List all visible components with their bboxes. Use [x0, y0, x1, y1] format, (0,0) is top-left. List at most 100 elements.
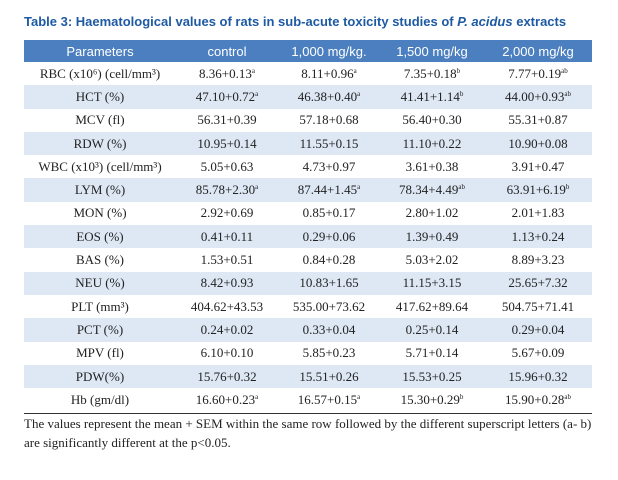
parameter-cell: BAS (%) — [75, 252, 125, 268]
parameter-cell: RDW (%) — [73, 135, 127, 151]
value-text: 16.57+0.15 — [297, 391, 358, 407]
value-text: 47.10+0.72 — [195, 88, 256, 104]
value-text: 10.90+0.08 — [508, 135, 568, 151]
value-cell: 15.76+0.32 — [176, 365, 278, 388]
value-text: 7.77+0.19 — [508, 65, 562, 81]
significance-superscript: a — [255, 392, 259, 401]
value-text: 8.11+0.96 — [301, 65, 354, 81]
table-row: WBC (x10³) (cell/mm³) 5.05+0.63 4.73+0.97 3… — [24, 155, 592, 178]
value-cell: 5.05+0.63 — [176, 155, 278, 178]
value-cell: 4.73+0.97 — [278, 155, 380, 178]
value-cell: 63.91+6.19b — [484, 178, 592, 201]
parameter-cell: HCT (%) — [75, 88, 125, 104]
value-text: 0.85+0.17 — [302, 205, 356, 221]
value-text: 2.01+1.83 — [511, 205, 565, 221]
value-cell: 11.55+0.15 — [278, 132, 380, 155]
significance-superscript: ab — [564, 89, 571, 98]
value-text: 417.62+89.64 — [395, 298, 469, 314]
value-text: 87.44+1.45 — [297, 182, 358, 198]
value-cell: 0.84+0.28 — [278, 248, 380, 271]
value-cell: 5.85+0.23 — [278, 342, 380, 365]
value-cell: 504.75+71.41 — [484, 295, 592, 318]
value-cell: 0.24+0.02 — [176, 318, 278, 341]
value-cell: 0.25+0.14 — [380, 318, 484, 341]
value-cell: 7.77+0.19ab — [484, 62, 592, 85]
value-cell: 56.40+0.30 — [380, 109, 484, 132]
table-bottom-rule — [24, 413, 592, 414]
parameter-cell: EOS (%) — [76, 228, 124, 244]
value-cell: 87.44+1.45a — [278, 178, 380, 201]
table-row: PLT (mm³) 404.62+43.53 535.00+73.62 417.62+… — [24, 295, 592, 318]
value-cell: 78.34+4.49ab — [380, 178, 484, 201]
value-cell: 55.31+0.87 — [484, 109, 592, 132]
value-text: 11.55+0.15 — [299, 135, 359, 151]
parameter-cell: PLT (mm³) — [71, 298, 129, 314]
parameter-cell: MCV (fl) — [75, 112, 125, 128]
value-text: 4.73+0.97 — [302, 158, 356, 174]
table-footnote: The values represent the mean + SEM with… — [24, 416, 592, 450]
caption-tail: extracts — [512, 14, 567, 29]
value-text: 11.15+3.15 — [402, 275, 462, 291]
table-row: BAS (%) 1.53+0.51 0.84+0.28 5.03+2.02 8.89+3… — [24, 248, 592, 271]
value-text: 15.90+0.28 — [505, 391, 565, 407]
value-cell: 0.85+0.17 — [278, 202, 380, 225]
value-cell: 8.11+0.96a — [278, 62, 380, 85]
value-text: 15.30+0.29 — [400, 391, 460, 407]
table-row: Hb (gm/dl) 16.60+0.23a 16.57+0.15a 15.30+0.… — [24, 388, 592, 411]
value-text: 5.05+0.63 — [200, 158, 254, 174]
value-text: 56.31+0.39 — [197, 112, 257, 128]
value-text: 85.78+2.30 — [195, 182, 256, 198]
value-text: 0.41+0.11 — [200, 228, 254, 244]
value-cell: 85.78+2.30a — [176, 178, 278, 201]
parameter-cell: PDW(%) — [75, 368, 125, 384]
value-cell: 11.10+0.22 — [380, 132, 484, 155]
value-cell: 57.18+0.68 — [278, 109, 380, 132]
value-text: 15.53+0.25 — [402, 368, 462, 384]
value-cell: 1.13+0.24 — [484, 225, 592, 248]
table-row: NEU (%) 8.42+0.93 10.83+1.65 11.15+3.15 25.6… — [24, 271, 592, 295]
significance-superscript: b — [459, 89, 464, 98]
value-cell: 47.10+0.72a — [176, 85, 278, 108]
header-control: control — [207, 43, 247, 59]
value-text: 1.13+0.24 — [511, 228, 565, 244]
significance-superscript: a — [353, 66, 357, 75]
value-text: 11.10+0.22 — [402, 135, 462, 151]
parameter-cell: NEU (%) — [75, 275, 125, 291]
value-cell: 404.62+43.53 — [176, 295, 278, 318]
value-text: 2.92+0.69 — [200, 205, 254, 221]
value-cell: 10.95+0.14 — [176, 132, 278, 155]
haematology-table: Parameters control 1,000 mg/kg. 1,500 mg… — [24, 40, 592, 411]
value-text: 25.65+7.32 — [508, 275, 568, 291]
value-cell: 41.41+1.14b — [380, 85, 484, 108]
value-text: 15.96+0.32 — [508, 368, 568, 384]
value-cell: 0.29+0.06 — [278, 225, 380, 248]
value-text: 63.91+6.19 — [506, 182, 566, 198]
value-text: 2.80+1.02 — [405, 205, 459, 221]
significance-superscript: a — [357, 392, 361, 401]
value-cell: 15.51+0.26 — [278, 365, 380, 388]
value-cell: 1.53+0.51 — [176, 248, 278, 271]
caption-species: P. acidus — [457, 14, 513, 29]
value-cell: 15.53+0.25 — [380, 365, 484, 388]
value-text: 41.41+1.14 — [400, 88, 460, 104]
value-cell: 5.67+0.09 — [484, 342, 592, 365]
value-text: 3.61+0.38 — [405, 158, 459, 174]
value-cell: 5.03+2.02 — [380, 248, 484, 271]
value-text: 78.34+4.49 — [399, 182, 459, 198]
value-text: 5.71+0.14 — [405, 345, 459, 361]
value-cell: 3.91+0.47 — [484, 155, 592, 178]
value-text: 55.31+0.87 — [508, 112, 568, 128]
value-cell: 0.29+0.04 — [484, 318, 592, 341]
table-row: RBC (x10⁶) (cell/mm³) 8.36+0.13a 8.11+0.96… — [24, 62, 592, 85]
value-cell: 5.71+0.14 — [380, 342, 484, 365]
value-cell: 11.15+3.15 — [380, 272, 484, 295]
value-text: 1.39+0.49 — [405, 228, 459, 244]
value-cell: 7.35+0.18b — [380, 62, 484, 85]
value-text: 0.25+0.14 — [405, 321, 459, 337]
value-text: 15.51+0.26 — [299, 368, 359, 384]
value-text: 535.00+73.62 — [292, 298, 366, 314]
value-text: 504.75+71.41 — [501, 298, 575, 314]
table-row: EOS (%) 0.41+0.11 0.29+0.06 1.39+0.49 1.13+0… — [24, 225, 592, 249]
table-row: LYM (%) 85.78+2.30a 87.44+1.45a 78.34+4.49a… — [24, 178, 592, 202]
